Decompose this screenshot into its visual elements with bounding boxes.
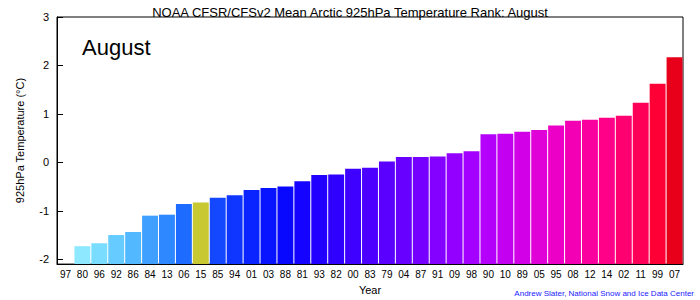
svg-text:88: 88 <box>280 269 292 280</box>
svg-text:NOAA CFSR/CFSv2 Mean Arctic 92: NOAA CFSR/CFSv2 Mean Arctic 925hPa Tempe… <box>152 5 548 20</box>
svg-text:06: 06 <box>178 269 190 280</box>
svg-text:79: 79 <box>381 269 393 280</box>
svg-text:09: 09 <box>449 269 461 280</box>
svg-text:04: 04 <box>398 269 410 280</box>
svg-text:1: 1 <box>43 108 49 120</box>
svg-text:August: August <box>82 35 151 60</box>
svg-text:08: 08 <box>567 269 579 280</box>
svg-text:86: 86 <box>128 269 140 280</box>
svg-text:12: 12 <box>584 269 596 280</box>
svg-text:98: 98 <box>466 269 478 280</box>
svg-text:02: 02 <box>618 269 630 280</box>
svg-text:05: 05 <box>534 269 546 280</box>
svg-text:83: 83 <box>364 269 376 280</box>
svg-text:Andrew Slater, National Snow a: Andrew Slater, National Snow and Ice Dat… <box>514 289 694 298</box>
svg-text:85: 85 <box>212 269 224 280</box>
svg-text:925hPa Temperature (°C): 925hPa Temperature (°C) <box>14 78 26 203</box>
svg-text:94: 94 <box>229 269 241 280</box>
svg-text:87: 87 <box>415 269 427 280</box>
svg-text:80: 80 <box>77 269 89 280</box>
svg-text:92: 92 <box>111 269 123 280</box>
svg-text:15: 15 <box>195 269 207 280</box>
svg-text:0: 0 <box>43 156 49 168</box>
svg-text:2: 2 <box>43 59 49 71</box>
svg-text:96: 96 <box>94 269 106 280</box>
svg-text:Year: Year <box>359 284 382 296</box>
svg-text:14: 14 <box>601 269 613 280</box>
svg-text:-1: -1 <box>39 205 49 217</box>
svg-text:03: 03 <box>263 269 275 280</box>
svg-text:89: 89 <box>517 269 529 280</box>
svg-text:97: 97 <box>60 269 72 280</box>
svg-text:95: 95 <box>551 269 563 280</box>
svg-text:3: 3 <box>43 11 49 23</box>
svg-text:00: 00 <box>348 269 360 280</box>
svg-text:81: 81 <box>297 269 309 280</box>
svg-text:84: 84 <box>144 269 156 280</box>
svg-text:11: 11 <box>636 269 647 280</box>
svg-text:93: 93 <box>314 269 326 280</box>
svg-text:01: 01 <box>246 269 258 280</box>
svg-text:99: 99 <box>652 269 664 280</box>
svg-text:10: 10 <box>500 269 512 280</box>
svg-text:-2: -2 <box>39 253 49 265</box>
svg-text:90: 90 <box>483 269 495 280</box>
svg-text:13: 13 <box>161 269 173 280</box>
svg-text:91: 91 <box>432 269 444 280</box>
svg-text:07: 07 <box>669 269 681 280</box>
svg-text:82: 82 <box>331 269 343 280</box>
